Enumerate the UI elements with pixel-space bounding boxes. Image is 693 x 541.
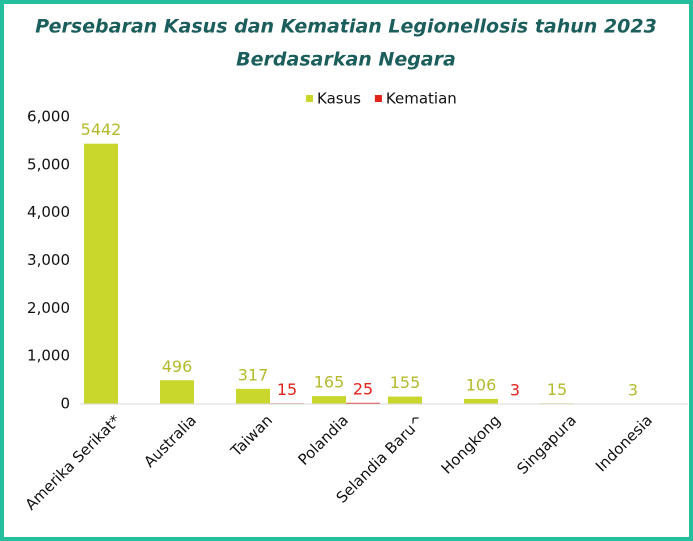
data-label: 5442: [81, 120, 122, 139]
chart-title: Berdasarkan Negara: [236, 49, 456, 71]
y-tick-label: 0: [60, 395, 70, 413]
legend-swatch: [306, 95, 313, 102]
bar: [160, 380, 194, 404]
y-tick-label: 3,000: [27, 251, 70, 269]
y-tick-label: 6,000: [27, 108, 70, 126]
data-label: 106: [466, 375, 497, 394]
bar: [346, 402, 380, 404]
data-label: 15: [547, 380, 567, 399]
legend-label: Kasus: [317, 90, 361, 108]
data-label: 317: [238, 365, 269, 384]
bar: [312, 396, 346, 404]
data-label: 3: [628, 380, 638, 399]
chart-title: Persebaran Kasus dan Kematian Legionello…: [35, 16, 657, 38]
bar: [236, 388, 270, 404]
bar: [388, 396, 422, 404]
data-label: 165: [314, 373, 345, 392]
y-tick-label: 5,000: [27, 155, 70, 173]
y-tick-label: 2,000: [27, 299, 70, 317]
data-label: 155: [390, 373, 421, 392]
y-tick-label: 1,000: [27, 347, 70, 365]
data-label: 3: [510, 380, 520, 399]
bar: [84, 143, 118, 405]
data-label: 25: [353, 379, 373, 398]
legend-label: Kematian: [386, 90, 457, 108]
legend-swatch: [374, 95, 382, 102]
y-tick-label: 4,000: [27, 203, 70, 221]
data-label: 15: [277, 380, 297, 399]
bar: [464, 398, 498, 404]
data-label: 496: [162, 357, 193, 376]
